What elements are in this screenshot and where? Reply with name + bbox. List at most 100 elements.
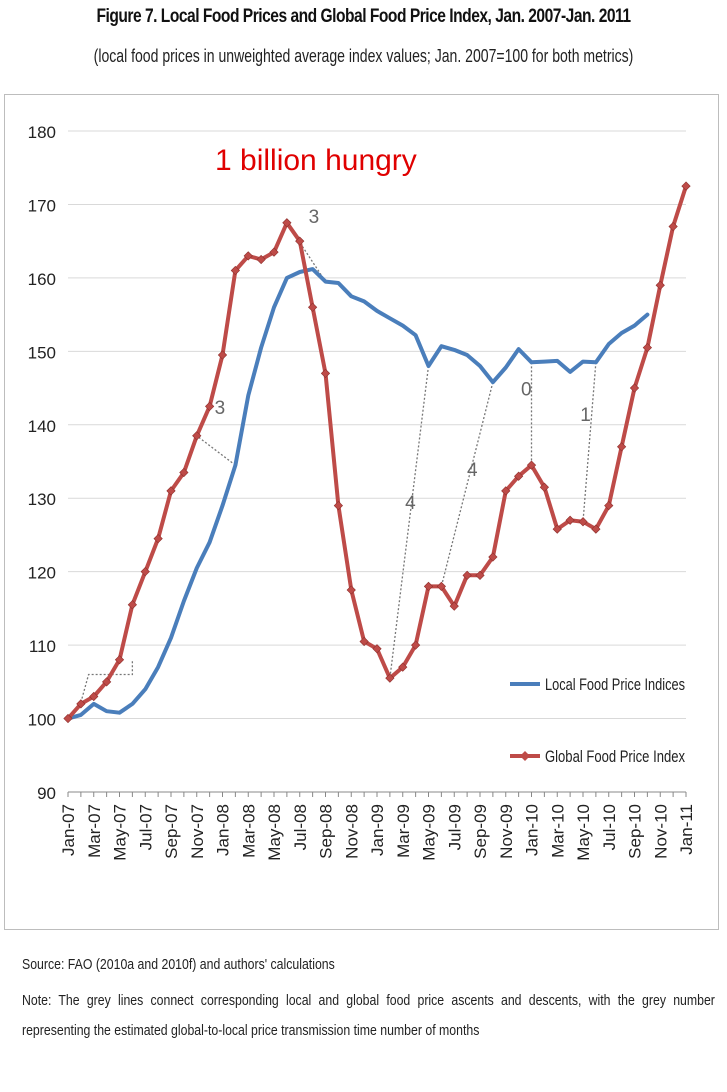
x-tick-label: May-10 xyxy=(574,804,593,861)
x-tick-label: May-08 xyxy=(265,804,284,861)
data-point xyxy=(578,517,588,527)
legend-marker-global xyxy=(520,751,530,761)
x-tick-label: May-09 xyxy=(420,804,439,861)
data-point xyxy=(153,533,163,544)
data-point xyxy=(501,486,511,496)
data-point xyxy=(411,640,421,650)
y-tick-label: 140 xyxy=(28,417,56,436)
transmission-label: 3 xyxy=(309,207,320,228)
x-tick-label: Jan-10 xyxy=(523,804,542,856)
series-line xyxy=(66,267,650,721)
legend-label-local: Local Food Price Indices xyxy=(545,675,685,694)
transmission-line xyxy=(80,659,134,703)
x-tick-label: Jan-08 xyxy=(214,804,233,856)
y-tick-label: 160 xyxy=(28,270,56,289)
y-tick-label: 170 xyxy=(28,196,56,215)
annotation-1-billion-hungry: 1 billion hungry xyxy=(215,144,417,177)
data-point xyxy=(359,636,369,647)
data-point xyxy=(256,254,266,265)
x-tick-label: May-07 xyxy=(111,804,130,861)
x-tick-label: Mar-09 xyxy=(394,804,413,858)
series-global-food-price-index xyxy=(63,181,691,724)
x-tick-label: Sep-10 xyxy=(626,804,645,859)
data-point xyxy=(63,713,73,724)
data-point xyxy=(642,343,652,353)
data-point xyxy=(526,460,537,470)
transmission-line xyxy=(196,435,236,466)
transmission-line xyxy=(582,362,597,522)
data-point xyxy=(282,218,292,228)
transmission-lines: 3334401 xyxy=(80,207,597,703)
series-local-food-price-indices xyxy=(66,267,650,721)
data-point xyxy=(308,302,318,312)
transmission-label: 1 xyxy=(580,405,591,426)
source-text: Source: FAO (2010a and 2010f) and author… xyxy=(22,956,335,973)
transmission-line xyxy=(389,365,430,679)
data-point xyxy=(385,673,395,683)
transmission-label: 3 xyxy=(215,398,226,419)
data-point xyxy=(423,581,434,591)
x-tick-label: Nov-08 xyxy=(342,804,361,859)
data-point xyxy=(655,280,665,290)
data-point xyxy=(320,368,331,378)
data-point xyxy=(243,251,253,261)
x-tick-label: Jul-08 xyxy=(291,804,310,850)
x-tick-label: Mar-10 xyxy=(548,804,567,858)
x-tick-label: Mar-07 xyxy=(85,804,104,858)
data-point xyxy=(436,581,446,591)
data-point xyxy=(668,221,678,232)
data-point xyxy=(346,585,356,595)
x-tick-label: Jan-07 xyxy=(59,804,78,856)
data-point xyxy=(76,699,86,709)
y-tick-label: 130 xyxy=(28,490,56,509)
figure-title: Figure 7. Local Food Prices and Global F… xyxy=(96,6,631,27)
data-point xyxy=(179,467,189,478)
x-tick-label: Jul-10 xyxy=(600,804,619,850)
transmission-line xyxy=(440,382,494,587)
x-tick-label: Jul-07 xyxy=(136,804,155,850)
data-point xyxy=(681,181,691,191)
data-point xyxy=(192,431,202,441)
data-point xyxy=(217,350,228,360)
chart-frame: 90 100 110 120 130 140 150 160 170 180 Jan-07 Mar-… xyxy=(4,94,719,930)
data-point xyxy=(488,552,498,562)
data-point xyxy=(604,500,614,511)
data-point xyxy=(475,570,485,580)
data-point xyxy=(333,500,343,511)
data-point xyxy=(629,383,640,393)
data-point xyxy=(462,570,472,580)
data-point xyxy=(398,662,408,672)
x-axis-ticks: Jan-07 Mar-07 May-07 Jul-07 Sep-07 Nov-07 Jan-… xyxy=(59,792,696,861)
x-tick-label: Nov-09 xyxy=(497,804,516,859)
data-point xyxy=(89,691,99,702)
y-tick-label: 120 xyxy=(28,564,56,583)
y-tick-label: 180 xyxy=(28,123,56,142)
data-point xyxy=(166,486,176,496)
legend: Local Food Price Indices Global Food Pric… xyxy=(510,675,685,766)
transmission-label: 4 xyxy=(405,493,416,514)
x-tick-label: Jul-09 xyxy=(445,804,464,850)
x-tick-label: Mar-08 xyxy=(239,804,258,858)
x-tick-label: Sep-09 xyxy=(471,804,490,859)
data-point xyxy=(140,567,150,577)
data-point xyxy=(591,524,601,534)
x-tick-label: Jan-11 xyxy=(677,804,696,855)
y-axis-ticks: 90 100 110 120 130 140 150 160 170 180 xyxy=(28,123,56,803)
x-tick-label: Sep-07 xyxy=(162,804,181,859)
figure-subtitle: (local food prices in unweighted average… xyxy=(93,46,634,66)
data-point xyxy=(539,482,549,492)
transmission-label: 4 xyxy=(467,460,478,481)
data-point xyxy=(230,265,240,276)
x-tick-label: Sep-08 xyxy=(317,804,336,859)
grid-lines xyxy=(68,130,686,793)
x-tick-label: Nov-07 xyxy=(188,804,207,859)
y-tick-label: 110 xyxy=(29,637,56,656)
data-point xyxy=(114,655,125,665)
note-text: Note: The grey lines connect correspondi… xyxy=(22,992,715,1039)
y-tick-label: 90 xyxy=(37,784,56,803)
legend-label-global: Global Food Price Index xyxy=(545,747,685,766)
data-point xyxy=(295,236,305,246)
data-point xyxy=(102,677,112,687)
data-point xyxy=(565,515,575,525)
